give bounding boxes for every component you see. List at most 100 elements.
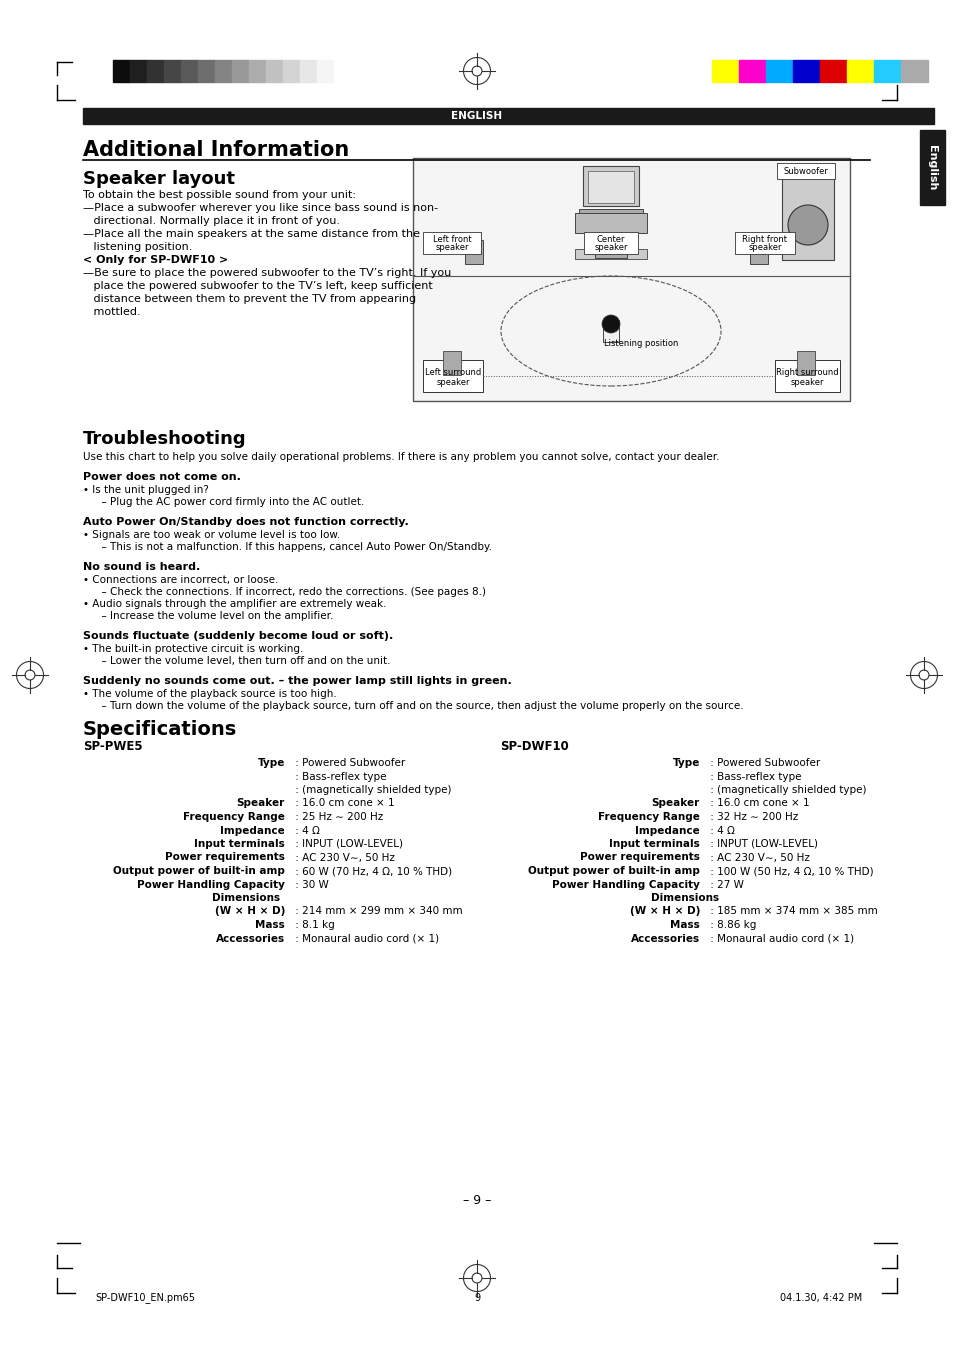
- Text: directional. Normally place it in front of you.: directional. Normally place it in front …: [83, 216, 339, 226]
- Text: : Powered Subwoofer: : Powered Subwoofer: [292, 758, 405, 767]
- Text: • Audio signals through the amplifier are extremely weak.: • Audio signals through the amplifier ar…: [83, 598, 386, 609]
- Text: Auto Power On/Standby does not function correctly.: Auto Power On/Standby does not function …: [83, 517, 408, 527]
- Text: Type: Type: [257, 758, 285, 767]
- Text: Power requirements: Power requirements: [165, 852, 285, 862]
- Circle shape: [787, 205, 827, 245]
- Bar: [232, 59, 249, 82]
- Text: : AC 230 V∼, 50 Hz: : AC 230 V∼, 50 Hz: [706, 852, 809, 862]
- Bar: [846, 59, 873, 82]
- Bar: [739, 59, 765, 82]
- Text: : Powered Subwoofer: : Powered Subwoofer: [706, 758, 820, 767]
- Text: (W × H × D): (W × H × D): [629, 907, 700, 916]
- Text: SP-DWF10_EN.pm65: SP-DWF10_EN.pm65: [95, 1293, 194, 1304]
- Text: Type: Type: [672, 758, 700, 767]
- Text: (W × H × D): (W × H × D): [214, 907, 285, 916]
- Text: : 16.0 cm cone × 1: : 16.0 cm cone × 1: [292, 798, 395, 808]
- Text: • The volume of the playback source is too high.: • The volume of the playback source is t…: [83, 689, 336, 698]
- Text: Frequency Range: Frequency Range: [183, 812, 285, 821]
- Text: : 100 W (50 Hz, 4 Ω, 10 % THD): : 100 W (50 Hz, 4 Ω, 10 % THD): [706, 866, 873, 875]
- Text: : 25 Hz ∼ 200 Hz: : 25 Hz ∼ 200 Hz: [292, 812, 383, 821]
- Text: —Place all the main speakers at the same distance from the: —Place all the main speakers at the same…: [83, 230, 419, 239]
- Bar: [582, 166, 639, 205]
- Text: : (magnetically shielded type): : (magnetically shielded type): [706, 785, 865, 794]
- Text: Input terminals: Input terminals: [194, 839, 285, 848]
- Text: Sounds fluctuate (suddenly become loud or soft).: Sounds fluctuate (suddenly become loud o…: [83, 631, 393, 640]
- Text: Use this chart to help you solve daily operational problems. If there is any pro: Use this chart to help you solve daily o…: [83, 453, 719, 462]
- Text: : 16.0 cm cone × 1: : 16.0 cm cone × 1: [706, 798, 809, 808]
- Text: Accessories: Accessories: [215, 934, 285, 943]
- Text: : (magnetically shielded type): : (magnetically shielded type): [292, 785, 451, 794]
- Bar: [130, 59, 147, 82]
- Text: : 32 Hz ∼ 200 Hz: : 32 Hz ∼ 200 Hz: [706, 812, 798, 821]
- Text: : 214 mm × 299 mm × 340 mm: : 214 mm × 299 mm × 340 mm: [292, 907, 462, 916]
- Text: : 8.86 kg: : 8.86 kg: [706, 920, 756, 929]
- Text: Impedance: Impedance: [635, 825, 700, 835]
- Bar: [198, 59, 214, 82]
- Text: : Monaural audio cord (× 1): : Monaural audio cord (× 1): [706, 934, 853, 943]
- Bar: [299, 59, 316, 82]
- Bar: [164, 59, 181, 82]
- Text: Output power of built-in amp: Output power of built-in amp: [528, 866, 700, 875]
- Bar: [249, 59, 266, 82]
- Text: – Increase the volume level on the amplifier.: – Increase the volume level on the ampli…: [95, 611, 333, 621]
- Text: – This is not a malfunction. If this happens, cancel Auto Power On/Standby.: – This is not a malfunction. If this hap…: [95, 542, 492, 553]
- Text: Center: Center: [597, 235, 624, 243]
- Text: : Bass-reflex type: : Bass-reflex type: [292, 771, 386, 781]
- Text: – Check the connections. If incorrect, redo the corrections. (See pages 8.): – Check the connections. If incorrect, r…: [95, 586, 485, 597]
- Bar: [283, 59, 299, 82]
- Text: – Turn down the volume of the playback source, turn off and on the source, then : – Turn down the volume of the playback s…: [95, 701, 742, 711]
- Text: : 4 Ω: : 4 Ω: [292, 825, 319, 835]
- Text: SP-PWE5: SP-PWE5: [83, 740, 143, 753]
- Bar: [181, 59, 198, 82]
- Text: – 9 –: – 9 –: [462, 1193, 491, 1206]
- Bar: [602, 320, 618, 342]
- Bar: [422, 359, 482, 392]
- Bar: [578, 209, 642, 219]
- Bar: [873, 59, 900, 82]
- Text: No sound is heard.: No sound is heard.: [83, 562, 200, 571]
- Text: Accessories: Accessories: [630, 934, 700, 943]
- Text: : 4 Ω: : 4 Ω: [706, 825, 734, 835]
- Bar: [147, 59, 164, 82]
- Bar: [266, 59, 283, 82]
- Text: Subwoofer: Subwoofer: [782, 166, 827, 176]
- Bar: [734, 232, 794, 254]
- Text: Impedance: Impedance: [220, 825, 285, 835]
- Bar: [900, 59, 927, 82]
- Text: • Signals are too weak or volume level is too low.: • Signals are too weak or volume level i…: [83, 530, 340, 540]
- Circle shape: [601, 315, 619, 332]
- Text: mottled.: mottled.: [83, 307, 140, 317]
- Text: Power Handling Capacity: Power Handling Capacity: [552, 880, 700, 889]
- Text: : Bass-reflex type: : Bass-reflex type: [706, 771, 801, 781]
- Bar: [796, 351, 814, 376]
- Text: Specifications: Specifications: [83, 720, 237, 739]
- Text: 04.1.30, 4:42 PM: 04.1.30, 4:42 PM: [779, 1293, 862, 1302]
- Text: Power requirements: Power requirements: [579, 852, 700, 862]
- Text: Dimensions: Dimensions: [213, 893, 280, 902]
- Text: Frequency Range: Frequency Range: [598, 812, 700, 821]
- Text: : INPUT (LOW-LEVEL): : INPUT (LOW-LEVEL): [706, 839, 817, 848]
- Text: – Lower the volume level, then turn off and on the unit.: – Lower the volume level, then turn off …: [95, 657, 390, 666]
- Bar: [919, 130, 944, 205]
- Bar: [83, 108, 933, 124]
- Bar: [820, 59, 846, 82]
- Text: listening position.: listening position.: [83, 242, 193, 253]
- Text: Speaker layout: Speaker layout: [83, 170, 234, 188]
- Text: Power Handling Capacity: Power Handling Capacity: [137, 880, 285, 889]
- Text: < Only for SP-DWF10 >: < Only for SP-DWF10 >: [83, 255, 228, 265]
- Text: : Monaural audio cord (× 1): : Monaural audio cord (× 1): [292, 934, 438, 943]
- Text: Left surround
speaker: Left surround speaker: [424, 367, 480, 388]
- Bar: [575, 213, 646, 232]
- Bar: [792, 59, 820, 82]
- Bar: [575, 249, 646, 259]
- Text: : 60 W (70 Hz, 4 Ω, 10 % THD): : 60 W (70 Hz, 4 Ω, 10 % THD): [292, 866, 452, 875]
- Text: Mass: Mass: [255, 920, 285, 929]
- Text: Right front: Right front: [741, 235, 786, 243]
- Text: SP-DWF10: SP-DWF10: [499, 740, 568, 753]
- Text: speaker: speaker: [435, 242, 468, 251]
- Bar: [774, 359, 840, 392]
- Bar: [776, 163, 834, 178]
- Text: Left front: Left front: [433, 235, 471, 243]
- Text: Right surround
speaker: Right surround speaker: [775, 367, 838, 388]
- Bar: [112, 59, 130, 82]
